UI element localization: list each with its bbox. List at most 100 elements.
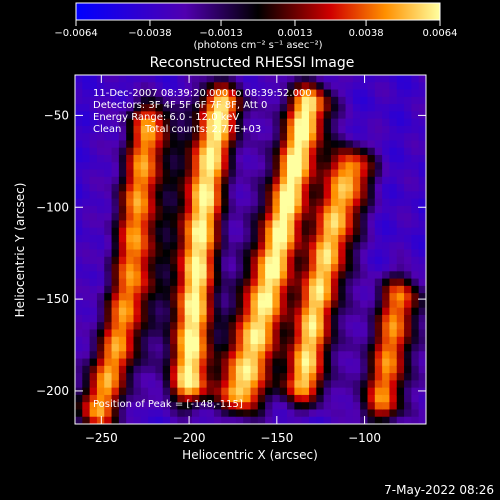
heatmap-cell [330, 82, 339, 91]
heatmap-cell [382, 227, 391, 236]
heatmap-cell [345, 344, 354, 352]
heatmap-cell [213, 264, 222, 272]
heatmap-cell [184, 213, 193, 222]
heatmap-cell [184, 256, 193, 265]
heatmap-cell [126, 82, 135, 91]
heatmap-cell [104, 176, 113, 185]
heatmap-cell [148, 75, 157, 83]
heatmap-cell [126, 213, 135, 222]
heatmap-cell [89, 205, 98, 214]
heatmap-cell [352, 147, 361, 156]
heatmap-cell [155, 184, 164, 192]
heatmap-cell [374, 184, 383, 192]
heatmap-cell [184, 387, 193, 396]
heatmap-cell [133, 125, 142, 134]
heatmap-cell [323, 314, 332, 323]
heatmap-cell [199, 154, 208, 163]
heatmap-cell [411, 387, 420, 396]
heatmap-cell [206, 409, 215, 418]
heatmap-cell [228, 89, 237, 98]
heatmap-cell [294, 293, 303, 301]
heatmap-cell [287, 133, 295, 142]
heatmap-cell [316, 176, 325, 185]
heatmap-cell [272, 227, 281, 236]
heatmap-cell [338, 264, 347, 272]
heatmap-cell [330, 365, 339, 374]
heatmap-cell [382, 300, 391, 309]
y-tick-label: −50 [44, 108, 69, 122]
heatmap-cell [367, 416, 376, 424]
heatmap-cell [118, 285, 127, 294]
heatmap-cell [316, 380, 325, 389]
heatmap-cell [396, 96, 405, 105]
heatmap-cell [330, 154, 339, 163]
heatmap-cell [316, 96, 325, 105]
heatmap-cell [309, 402, 317, 411]
heatmap-cell [82, 96, 91, 105]
heatmap-cell [243, 394, 252, 403]
heatmap-cell [323, 358, 332, 367]
heatmap-cell [82, 402, 91, 411]
heatmap-cell [206, 191, 215, 200]
heatmap-cell [294, 89, 303, 98]
heatmap-cell [206, 140, 215, 149]
heatmap-cell [323, 169, 332, 178]
heatmap-cell [192, 285, 200, 294]
heatmap-cell [177, 234, 186, 243]
heatmap-cell [243, 256, 252, 265]
heatmap-cell [96, 351, 105, 360]
heatmap-cell [140, 387, 149, 396]
heatmap-cell [221, 125, 230, 134]
heatmap-cell [279, 416, 288, 424]
heatmap-cell [192, 169, 200, 178]
annotation-total-counts: Total counts: 2.77E+03 [144, 124, 261, 135]
heatmap-cell [206, 387, 215, 396]
heatmap-cell [162, 365, 171, 374]
heatmap-cell [213, 104, 222, 112]
heatmap-cell [221, 256, 230, 265]
heatmap-cell [133, 380, 142, 389]
heatmap-cell [265, 154, 274, 163]
heatmap-cell [213, 125, 222, 134]
heatmap-cell [360, 154, 369, 163]
heatmap-cell [287, 140, 295, 149]
heatmap-cell [323, 271, 332, 280]
heatmap-cell [148, 380, 157, 389]
heatmap-cell [404, 220, 412, 229]
heatmap-cell [111, 300, 120, 309]
heatmap-cell [199, 184, 208, 192]
heatmap-cell [374, 118, 383, 127]
heatmap-cell [418, 118, 426, 127]
heatmap-cell [294, 213, 303, 222]
heatmap-cell [338, 82, 347, 91]
heatmap-cell [404, 89, 412, 98]
heatmap-cell [330, 256, 339, 265]
heatmap-cell [75, 220, 83, 229]
heatmap-cell [272, 387, 281, 396]
heatmap-cell [118, 358, 127, 367]
heatmap-cell [199, 264, 208, 272]
heatmap-cell [235, 133, 244, 142]
heatmap-cell [206, 205, 215, 214]
heatmap-cell [82, 104, 91, 112]
heatmap-cell [206, 307, 215, 316]
heatmap-cell [374, 358, 383, 367]
heatmap-cell [89, 264, 98, 272]
heatmap-cell [257, 125, 266, 134]
heatmap-cell [89, 75, 98, 83]
heatmap-cell [338, 285, 347, 294]
heatmap-cell [272, 140, 281, 149]
heatmap-cell [192, 205, 200, 214]
heatmap-cell [118, 256, 127, 265]
heatmap-cell [257, 111, 266, 120]
heatmap-cell [162, 300, 171, 309]
heatmap-cell [155, 344, 164, 352]
heatmap-cell [338, 242, 347, 251]
heatmap-cell [140, 256, 149, 265]
heatmap-cell [184, 96, 193, 105]
heatmap-cell [170, 198, 178, 207]
heatmap-cell [279, 205, 288, 214]
heatmap-cell [389, 322, 398, 331]
heatmap-cell [170, 191, 178, 200]
heatmap-cell [309, 293, 317, 301]
